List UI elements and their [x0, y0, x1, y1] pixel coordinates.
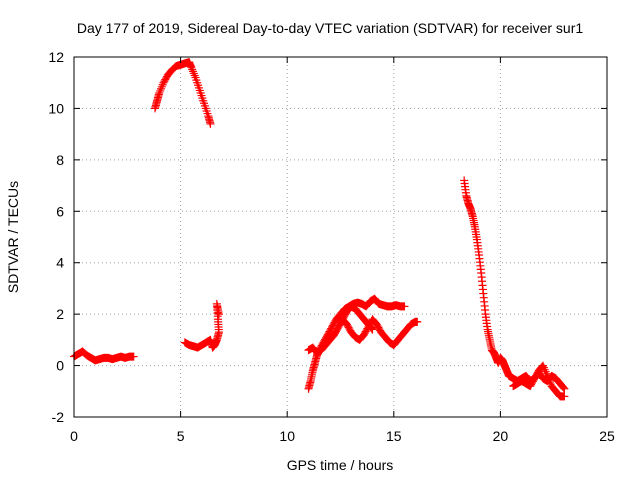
data-point	[559, 383, 568, 392]
data-point	[156, 86, 165, 95]
data-point	[368, 325, 377, 334]
data-point	[156, 84, 165, 93]
chart-title: Day 177 of 2019, Sidereal Day-to-day VTE…	[77, 20, 583, 36]
data-point	[129, 352, 138, 361]
data-point	[558, 382, 567, 391]
x-tick-label: 25	[599, 428, 615, 444]
x-tick-label: 15	[386, 428, 402, 444]
data-point	[539, 361, 548, 370]
data-point	[190, 71, 199, 80]
data-point	[157, 82, 166, 91]
y-tick-label: 10	[48, 100, 64, 116]
series-segment-3	[180, 299, 223, 352]
data-point	[206, 119, 215, 128]
data-point	[189, 69, 198, 78]
series-segment-1	[70, 347, 138, 365]
plot-frame	[73, 56, 608, 418]
series-segment-6	[325, 302, 377, 344]
grid-layer	[74, 57, 607, 417]
data-point	[187, 63, 196, 72]
y-tick-label: 12	[48, 49, 64, 65]
data-point	[400, 302, 409, 311]
y-axis-label: SDTVAR / TECUs	[5, 181, 21, 293]
data-point	[158, 80, 167, 89]
y-tick-label: 4	[56, 255, 64, 271]
data-point	[560, 392, 569, 401]
tick-layer: 0 5 10 15 20 25 -2 0 2 4 6 8 10 12	[48, 49, 615, 444]
series-segment-7	[460, 176, 569, 401]
data-point	[214, 310, 223, 319]
y-tick-label: 6	[56, 203, 64, 219]
y-tick-label: -2	[52, 409, 65, 425]
data-point	[155, 89, 164, 97]
data-layer	[70, 58, 569, 401]
data-point	[539, 363, 548, 372]
data-point	[560, 384, 569, 393]
y-tick-label: 8	[56, 152, 64, 168]
series-segment-8	[509, 369, 569, 393]
y-tick-label: 2	[56, 306, 64, 322]
series-segment-2	[151, 58, 215, 128]
data-point	[540, 365, 549, 374]
data-point	[541, 367, 550, 376]
data-point	[188, 67, 197, 76]
data-point	[366, 323, 375, 332]
x-tick-label: 5	[177, 428, 185, 444]
x-tick-label: 20	[493, 428, 509, 444]
x-tick-label: 0	[70, 428, 78, 444]
data-point	[542, 369, 551, 378]
x-axis-label: GPS time / hours	[287, 457, 394, 473]
y-tick-label: 0	[56, 358, 64, 374]
data-point	[367, 324, 376, 333]
data-point	[188, 65, 197, 74]
data-point	[413, 317, 422, 326]
x-tick-label: 10	[279, 428, 295, 444]
